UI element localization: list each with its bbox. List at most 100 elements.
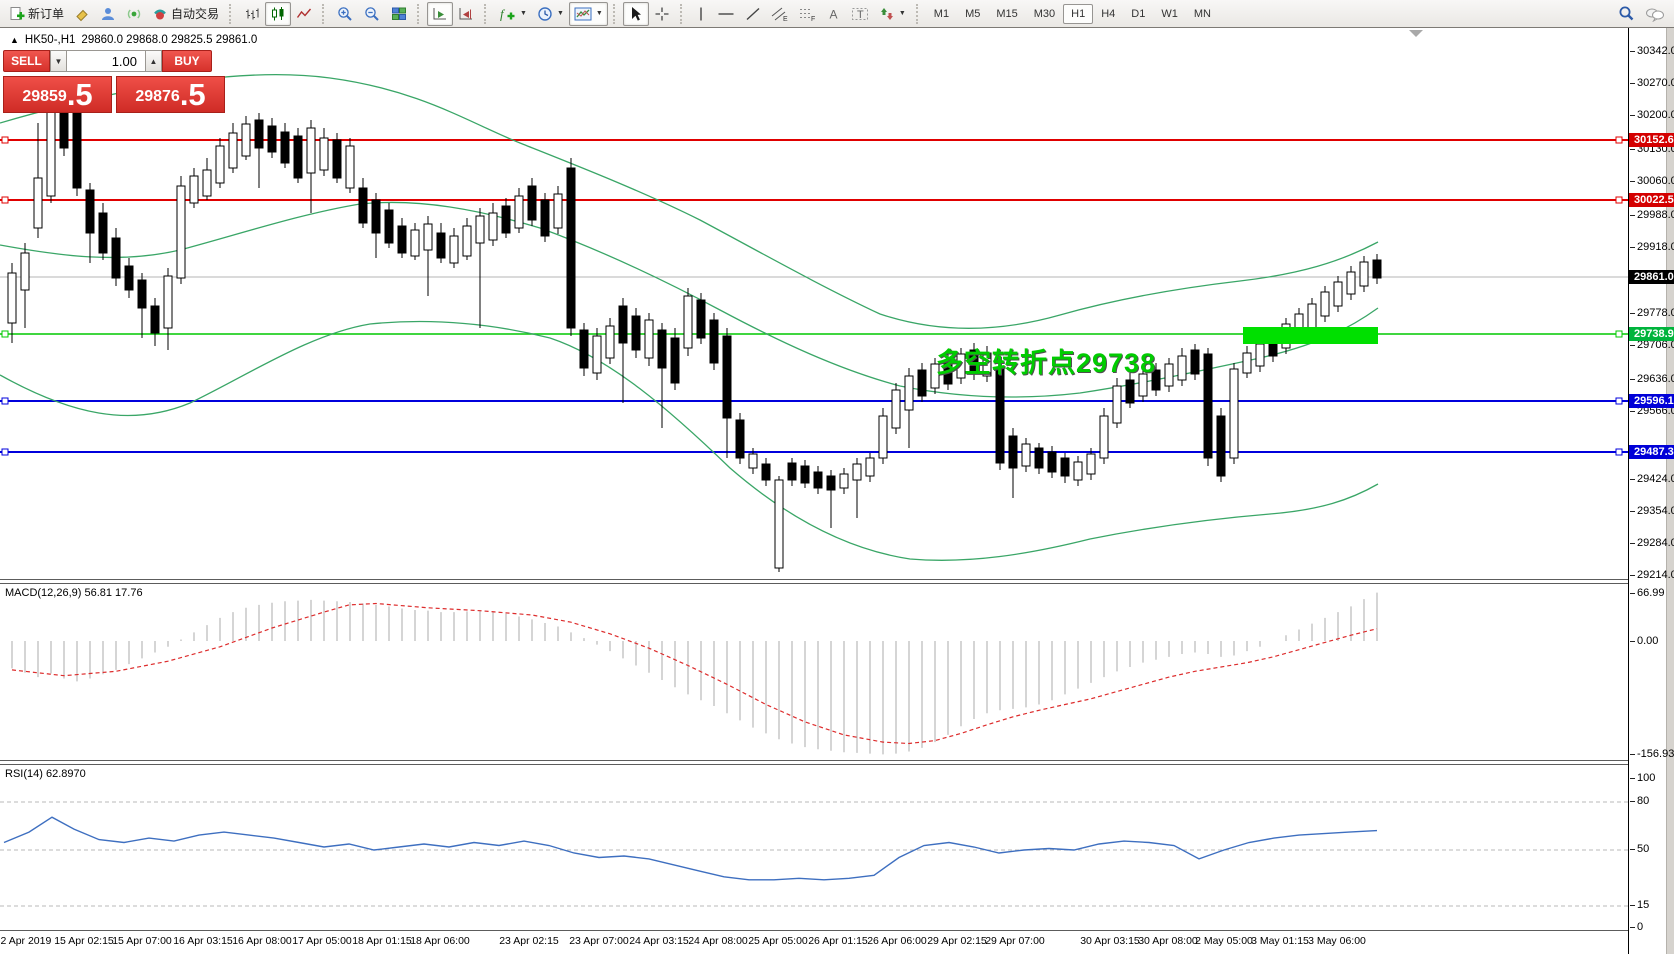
sell-button[interactable]: SELL <box>3 50 50 72</box>
timeframe-w1[interactable]: W1 <box>1161 7 1178 20</box>
trendline-button[interactable] <box>740 2 766 26</box>
line-anchor-handle[interactable] <box>1 136 9 144</box>
indicators-button[interactable]: f ▼ <box>494 2 532 26</box>
rsi-axis-label: 100 <box>1629 772 1655 785</box>
sell-price-main: 29859 <box>22 88 67 105</box>
collapse-panel-icon[interactable]: ▲ <box>10 35 19 45</box>
zoom-out-button[interactable] <box>359 2 386 26</box>
candle-body <box>189 175 199 204</box>
zoom-in-button[interactable] <box>332 2 359 26</box>
timeframe-h4[interactable]: H4 <box>1101 7 1116 20</box>
line-chart-button[interactable] <box>291 2 317 26</box>
bollinger-band-lower <box>0 320 1379 561</box>
line-anchor-handle[interactable] <box>1 397 9 405</box>
volume-increase-button[interactable]: ▲ <box>145 50 162 72</box>
chart-shift-button[interactable] <box>453 2 479 26</box>
line-anchor-handle[interactable] <box>1615 330 1623 338</box>
timeframe-h1[interactable]: H1 <box>1063 3 1094 24</box>
chat-button[interactable] <box>1640 2 1670 26</box>
candle-body <box>826 475 836 491</box>
panel-separator[interactable] <box>0 760 1628 766</box>
buy-button[interactable]: BUY <box>162 50 212 72</box>
candle-body <box>241 123 251 157</box>
time-axis-label: 23 Apr 07:00 <box>569 935 629 948</box>
equidistant-channel-button[interactable]: E <box>766 2 794 26</box>
buy-price-display[interactable]: 29876 .5 <box>116 76 225 113</box>
signals-button[interactable] <box>121 2 147 26</box>
line-anchor-handle[interactable] <box>1615 397 1623 405</box>
fibonacci-button[interactable]: F <box>794 2 822 26</box>
candle-body <box>501 205 511 234</box>
sell-price-display[interactable]: 29859 .5 <box>3 76 112 113</box>
text-annotation-object[interactable]: 多空转折点29738 <box>936 348 1157 378</box>
tile-windows-icon <box>391 6 407 22</box>
price-highlight-label: 30152.6 <box>1629 133 1674 147</box>
tile-windows-button[interactable] <box>386 2 412 26</box>
dropdown-arrow-icon: ▼ <box>520 10 527 17</box>
price-tick-label: 30200.0 <box>1629 109 1674 122</box>
search-button[interactable] <box>1613 2 1640 26</box>
bar-chart-icon <box>244 6 260 22</box>
price-tick-label: 29918.0 <box>1629 241 1674 254</box>
candle-body <box>215 145 225 184</box>
timeframe-d1[interactable]: D1 <box>1131 7 1146 20</box>
bar-chart-button[interactable] <box>239 2 265 26</box>
candle-body <box>1086 453 1096 475</box>
line-anchor-handle[interactable] <box>1 448 9 456</box>
line-anchor-handle[interactable] <box>1615 196 1623 204</box>
text-label-button[interactable]: T <box>846 2 874 26</box>
candle-body <box>683 295 693 349</box>
toolbar-grip <box>679 3 685 24</box>
vertical-line-button[interactable] <box>690 2 712 26</box>
time-axis-label: 26 Apr 06:00 <box>867 935 927 948</box>
new-order-button[interactable]: 新订单 <box>4 2 69 26</box>
time-axis-label: 23 Apr 02:15 <box>499 935 559 948</box>
cursor-button[interactable] <box>622 1 649 26</box>
price-tick-label: 29778.0 <box>1629 307 1674 320</box>
candle-body <box>436 232 446 259</box>
candle-body <box>111 237 121 279</box>
buy-price-main: 29876 <box>135 88 180 105</box>
line-anchor-handle[interactable] <box>1 330 9 338</box>
volume-input[interactable] <box>67 50 145 72</box>
candle-body <box>124 265 134 291</box>
scroll-to-end-marker-icon[interactable] <box>1409 30 1423 37</box>
timeframe-m5[interactable]: M5 <box>965 7 981 20</box>
timeframe-m1[interactable]: M1 <box>933 7 950 20</box>
cursor-icon <box>628 6 644 22</box>
toolbar-grip <box>417 3 422 24</box>
line-anchor-handle[interactable] <box>1 196 9 204</box>
panel-separator[interactable] <box>0 579 1628 584</box>
periods-button[interactable]: ▼ <box>532 2 569 26</box>
highlight-rectangle-object[interactable] <box>1243 327 1378 344</box>
candle-body <box>397 225 407 254</box>
chat-icon <box>1645 6 1665 22</box>
text-a-icon: A <box>827 6 841 22</box>
signal-icon <box>126 6 142 22</box>
templates-button[interactable]: ▼ <box>568 1 608 26</box>
line-anchor-handle[interactable] <box>1615 448 1623 456</box>
svg-text:E: E <box>783 16 788 22</box>
profile-button[interactable] <box>95 2 121 26</box>
horizontal-line-button[interactable] <box>712 2 740 26</box>
new-order-icon <box>9 6 25 22</box>
candle-body <box>1177 355 1187 381</box>
crosshair-button[interactable] <box>649 2 675 26</box>
volume-decrease-button[interactable]: ▼ <box>50 50 67 72</box>
styler-button[interactable] <box>69 2 95 26</box>
timeframe-m15[interactable]: M15 <box>996 7 1018 20</box>
price-highlight-label: 29738.9 <box>1629 327 1674 341</box>
auto-scroll-button[interactable] <box>427 1 454 26</box>
sell-price-fraction: .5 <box>66 77 93 112</box>
arrows-button[interactable]: ▼ <box>874 2 911 26</box>
timeframe-m30[interactable]: M30 <box>1033 7 1056 20</box>
rsi-canvas <box>0 801 1628 907</box>
main-chart-panel[interactable]: ▲ HK50-,H1 29860.0 29868.0 29825.5 29861… <box>0 28 1628 580</box>
time-axis-label: 15 Apr 02:15 <box>54 935 114 948</box>
line-anchor-handle[interactable] <box>1615 136 1623 144</box>
autotrading-button[interactable]: 自动交易 <box>147 2 224 26</box>
text-button[interactable]: A <box>822 2 846 26</box>
candlestick-chart-button[interactable] <box>265 1 292 26</box>
timeframe-mn[interactable]: MN <box>1193 7 1211 20</box>
candle-body <box>722 335 732 419</box>
